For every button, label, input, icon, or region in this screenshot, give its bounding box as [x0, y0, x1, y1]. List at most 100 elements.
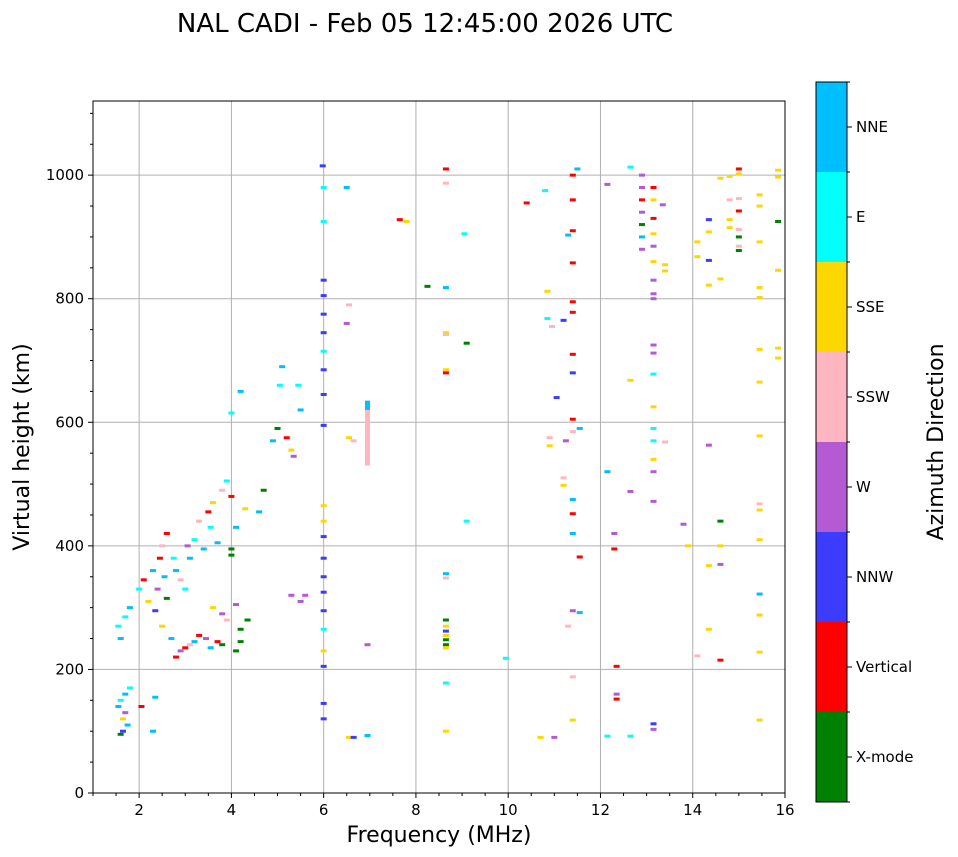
data-point [244, 618, 251, 622]
x-tick-label: 10 [499, 801, 518, 819]
data-point [149, 729, 156, 733]
y-tick-label: 200 [55, 660, 84, 678]
data-point [705, 258, 712, 262]
data-point [159, 544, 166, 548]
data-point [650, 292, 657, 296]
data-point [276, 383, 283, 387]
data-point [638, 247, 645, 251]
data-point [228, 547, 235, 551]
data-point [756, 295, 763, 299]
data-point [694, 240, 701, 244]
data-point [502, 656, 509, 660]
data-point [320, 664, 327, 668]
y-tick-label: 800 [55, 290, 84, 308]
data-point [302, 593, 309, 597]
data-point [569, 609, 576, 613]
data-point [442, 167, 449, 171]
data-point [542, 189, 549, 193]
data-point [638, 198, 645, 202]
data-point [283, 436, 290, 440]
data-point [242, 507, 249, 511]
data-point [219, 612, 226, 616]
data-point-stack [364, 400, 370, 410]
data-point [569, 498, 576, 502]
data-point [320, 519, 327, 523]
data-point [442, 638, 449, 642]
data-point [184, 544, 191, 548]
data-point [350, 439, 357, 443]
x-tick-label: 8 [411, 801, 421, 819]
data-point [735, 244, 742, 248]
data-point [122, 692, 129, 696]
data-point [442, 331, 449, 335]
data-point [320, 331, 327, 335]
data-point [717, 544, 724, 548]
x-tick-label: 2 [134, 801, 144, 819]
data-point [145, 599, 152, 603]
data-point [650, 216, 657, 220]
data-point [546, 436, 553, 440]
data-point [659, 203, 666, 207]
data-point [442, 633, 449, 637]
data-point [694, 255, 701, 259]
data-point [549, 325, 556, 329]
data-point [705, 443, 712, 447]
data-point [569, 371, 576, 375]
data-point [569, 173, 576, 177]
data-point [343, 321, 350, 325]
data-point [650, 372, 657, 376]
data-point [237, 627, 244, 631]
data-point [295, 383, 302, 387]
data-point [320, 609, 327, 613]
x-tick-label: 4 [227, 801, 237, 819]
data-point [288, 593, 295, 597]
data-point [403, 219, 410, 223]
data-point [565, 233, 572, 237]
data-point [161, 575, 168, 579]
data-point [152, 609, 159, 613]
data-point [233, 525, 240, 529]
data-point [569, 261, 576, 265]
data-point [650, 297, 657, 301]
data-point [726, 218, 733, 222]
colorbar-tick-label: W [856, 478, 871, 496]
data-point [442, 729, 449, 733]
data-point [650, 343, 657, 347]
data-point [775, 268, 782, 272]
data-point [461, 232, 468, 236]
data-point [182, 646, 189, 650]
data-point [228, 494, 235, 498]
colorbar-segment [816, 82, 847, 172]
data-point [320, 575, 327, 579]
colorbar-segment [816, 532, 847, 622]
data-point [186, 643, 193, 647]
data-point [705, 283, 712, 287]
data-point [662, 440, 669, 444]
data-point [228, 411, 235, 415]
data-point [569, 430, 576, 434]
data-point [122, 615, 129, 619]
data-point [726, 198, 733, 202]
data-point [613, 697, 620, 701]
data-point [320, 186, 327, 189]
data-point [544, 316, 551, 320]
data-point [117, 698, 124, 702]
data-point [290, 454, 297, 458]
data-point [726, 174, 733, 178]
data-point [569, 310, 576, 314]
data-point [650, 499, 657, 503]
data-point [569, 198, 576, 202]
data-point [613, 692, 620, 696]
data-point [177, 578, 184, 582]
data-point [191, 538, 198, 542]
data-point [237, 389, 244, 393]
data-point [576, 611, 583, 615]
data-point [173, 569, 180, 573]
data-point [756, 508, 763, 512]
data-point [638, 210, 645, 214]
x-tick-label: 14 [683, 801, 702, 819]
data-point [775, 168, 782, 172]
data-point [233, 603, 240, 607]
data-point [320, 219, 327, 223]
data-point [320, 423, 327, 427]
